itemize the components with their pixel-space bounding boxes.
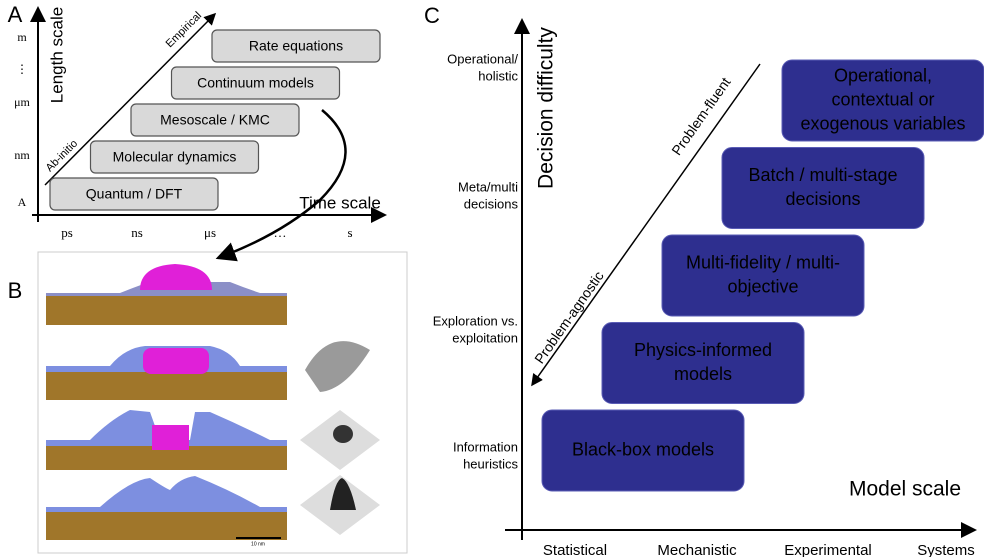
model-box-label: objective [727,276,798,296]
x-tick-label: Mechanistic [657,542,737,557]
y-tick-label: Information [453,439,518,454]
simulation-panel: 10 nm [38,252,407,553]
diagonal-label: Empirical [164,10,204,50]
arrow-label: Problem-fluent [668,74,733,158]
x-axis-label: Time scale [299,193,381,212]
y-tick-label: exploitation [452,330,518,345]
scale-bar-label: 10 nm [251,541,265,547]
scale-box-label: Molecular dynamics [113,149,237,165]
model-box-label: Black-box models [572,439,714,459]
y-tick-label: nm [14,148,30,162]
y-tick-label: holistic [478,68,518,83]
y-tick-label: Meta/multi [458,179,518,194]
x-tick-label: Statistical [543,542,607,557]
x-tick-label: Systems [917,542,975,557]
panel-label: B [8,278,23,303]
panel-label: C [424,3,440,28]
scale-box-label: Continuum models [197,75,314,91]
model-box-label: Operational, [834,65,932,85]
scale-box-label: Mesoscale / KMC [160,112,270,128]
y-tick-label: decisions [464,196,519,211]
model-box-label: Batch / multi-stage [748,165,897,185]
model-box-label: models [674,364,732,384]
panel-label: A [8,2,23,27]
figure: 10 nm A B Length scale Time scale m ⋮ μm nm Aps n… [0,0,984,557]
model-box-label: exogenous variables [800,113,965,133]
y-tick-label: Exploration vs. [433,313,518,328]
scale-box-label: Quantum / DFT [86,186,183,202]
x-axis-label: Model scale [849,478,961,501]
y-tick-label: ⋮ [16,62,28,76]
model-box-label: decisions [785,189,860,209]
model-box-label: Multi-fidelity / multi- [686,252,840,272]
x-tick-label: ps [61,225,73,240]
arrow-label: Problem-agnostic [531,268,607,366]
y-axis-label: Length scale [47,7,66,103]
y-tick-label: Operational/ [447,51,518,66]
x-tick-label: ns [131,225,143,240]
y-tick-label: μm [14,95,30,109]
x-tick-label: s [347,225,352,240]
y-tick-label: A [18,195,27,209]
y-axis-label: Decision difficulty [535,27,558,189]
model-box-label: Physics-informed [634,340,772,360]
y-tick-label: m [17,30,27,44]
x-tick-label: μs [204,225,216,240]
y-tick-label: heuristics [463,456,518,471]
scale-box-label: Rate equations [249,38,343,54]
model-box-label: contextual or [831,89,934,109]
x-tick-label: Experimental [784,542,872,557]
